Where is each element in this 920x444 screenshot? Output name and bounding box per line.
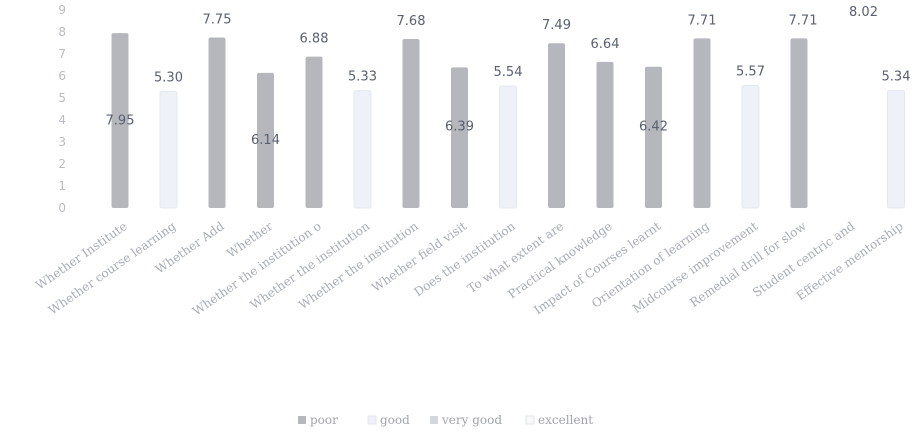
bar-good — [887, 90, 905, 209]
legend-label: excellent — [538, 413, 593, 427]
bar-poor — [790, 38, 808, 208]
data-label: 7.71 — [688, 13, 717, 28]
y-tick-label: 3 — [58, 135, 66, 149]
bar-poor — [596, 61, 614, 208]
bar-good — [159, 90, 178, 209]
data-label: 5.57 — [736, 64, 765, 79]
bar-good — [499, 85, 517, 209]
data-label: 7.95 — [106, 113, 135, 128]
legend-label: very good — [441, 413, 502, 427]
data-label: 7.71 — [789, 13, 818, 28]
data-label: 7.49 — [542, 18, 571, 33]
bar-poor — [693, 38, 711, 208]
y-tick-label: 4 — [58, 113, 66, 127]
data-label: 6.14 — [251, 133, 280, 148]
data-label: 6.88 — [300, 32, 329, 47]
bar-good — [741, 84, 760, 209]
legend-swatch — [430, 416, 438, 424]
bar-poor — [402, 39, 420, 208]
legend: poor good very good excellent — [298, 413, 593, 427]
data-label: 5.34 — [882, 70, 911, 85]
data-label: 6.64 — [591, 37, 620, 52]
legend-swatch — [367, 415, 377, 425]
y-tick-label: 9 — [58, 3, 66, 17]
y-axis: 0 1 2 3 4 5 6 7 8 9 — [58, 3, 66, 215]
data-label: 7.75 — [203, 13, 232, 28]
bar-poor — [451, 67, 468, 208]
bar-poor — [645, 66, 662, 208]
legend-label: poor — [310, 413, 338, 427]
bar-poor — [208, 37, 226, 208]
legend-swatch — [298, 416, 306, 424]
data-label: 6.39 — [445, 120, 474, 135]
y-tick-label: 0 — [58, 201, 66, 215]
data-labels: 7.95 5.30 7.75 6.14 6.88 5.33 7.68 6.39 5.54 7.49… — [106, 5, 911, 148]
data-label: 5.54 — [494, 65, 523, 80]
data-label: 6.42 — [639, 119, 668, 134]
legend-swatch — [525, 415, 535, 425]
bar-poor — [305, 56, 323, 208]
y-tick-label: 6 — [58, 69, 66, 83]
bar-poor — [548, 43, 565, 208]
y-tick-label: 2 — [58, 157, 66, 171]
y-tick-label: 7 — [58, 47, 66, 61]
data-label: 5.33 — [348, 70, 377, 85]
y-tick-label: 1 — [58, 179, 66, 193]
legend-label: good — [380, 413, 410, 427]
bar-poor — [111, 33, 129, 208]
bars — [111, 33, 905, 209]
y-tick-label: 8 — [58, 25, 66, 39]
data-label: 7.68 — [397, 14, 426, 29]
data-label: 5.30 — [154, 70, 183, 85]
y-tick-label: 5 — [58, 91, 66, 105]
data-label: 8.02 — [849, 5, 878, 20]
bar-good — [353, 90, 372, 209]
bar-poor — [257, 72, 274, 208]
